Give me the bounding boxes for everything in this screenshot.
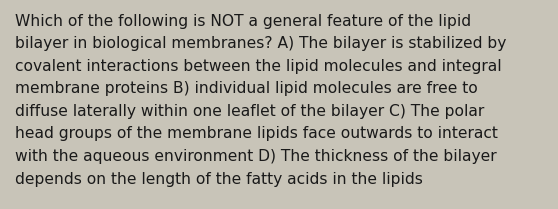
- Text: Which of the following is NOT a general feature of the lipid: Which of the following is NOT a general …: [15, 14, 471, 29]
- Text: covalent interactions between the lipid molecules and integral: covalent interactions between the lipid …: [15, 59, 502, 74]
- Text: membrane proteins B) individual lipid molecules are free to: membrane proteins B) individual lipid mo…: [15, 81, 478, 96]
- Text: head groups of the membrane lipids face outwards to interact: head groups of the membrane lipids face …: [15, 126, 498, 141]
- Text: depends on the length of the fatty acids in the lipids: depends on the length of the fatty acids…: [15, 172, 423, 187]
- Text: bilayer in biological membranes? A) The bilayer is stabilized by: bilayer in biological membranes? A) The …: [15, 36, 507, 51]
- Text: diffuse laterally within one leaflet of the bilayer C) The polar: diffuse laterally within one leaflet of …: [15, 104, 484, 119]
- Text: with the aqueous environment D) The thickness of the bilayer: with the aqueous environment D) The thic…: [15, 149, 497, 164]
